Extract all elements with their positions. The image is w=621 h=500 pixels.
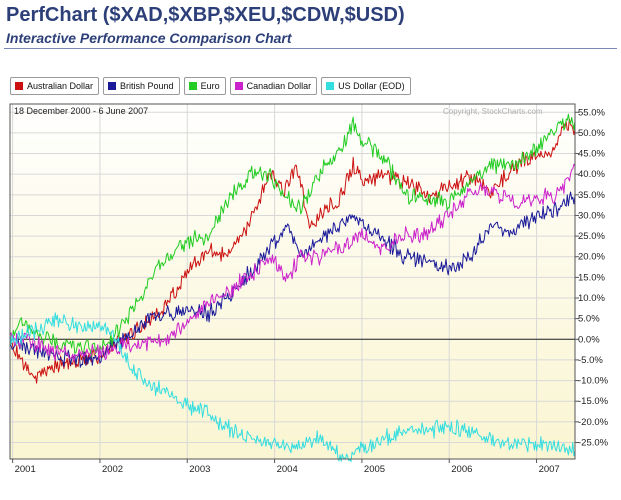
legend-label: Euro xyxy=(200,81,220,91)
performance-chart: 55.0% 50.0% 45.0% 40.0% 35.0% 30.0% 25.0% 20.0%… xyxy=(9,103,609,475)
y-tick-label: 10.0% xyxy=(578,293,605,304)
series-line-euro xyxy=(9,113,576,358)
legend-swatch xyxy=(15,82,23,90)
y-tick-label: -15.0% xyxy=(578,396,609,407)
y-tick-label: 30.0% xyxy=(578,210,605,221)
plot-area xyxy=(10,104,575,459)
legend-canadian-dollar[interactable]: Canadian Dollar xyxy=(229,77,318,95)
legend-euro[interactable]: Euro xyxy=(183,77,226,95)
series-line-canadian-dollar xyxy=(9,163,576,362)
y-tick-label: 25.0% xyxy=(578,231,605,242)
y-tick-label: 40.0% xyxy=(578,169,605,180)
x-tick-label: 2007 xyxy=(539,464,560,475)
y-tick-label: 20.0% xyxy=(578,252,605,263)
y-tick-label: -25.0% xyxy=(578,437,609,448)
legend-us-dollar[interactable]: US Dollar (EOD) xyxy=(321,77,411,95)
y-tick-label: 15.0% xyxy=(578,272,605,283)
chart-title: PerfChart ($XAD,$XBP,$XEU,$CDW,$USD) xyxy=(6,4,405,26)
y-tick-label: 55.0% xyxy=(578,107,605,118)
legend-label: Canadian Dollar xyxy=(246,81,312,91)
legend-british-pound[interactable]: British Pound xyxy=(103,77,180,95)
x-tick-label: 2002 xyxy=(102,464,123,475)
chart-subtitle: Interactive Performance Comparison Chart xyxy=(6,30,292,46)
legend-australian-dollar[interactable]: Australian Dollar xyxy=(10,77,100,95)
copyright-notice: Copyright, StockCharts.com xyxy=(443,107,543,116)
legend-swatch xyxy=(234,82,243,90)
legend-label: US Dollar (EOD) xyxy=(338,81,405,91)
x-tick-label: 2005 xyxy=(364,464,385,475)
y-tick-label: 50.0% xyxy=(578,128,605,139)
y-tick-label: -10.0% xyxy=(578,376,609,387)
y-tick-label: 45.0% xyxy=(578,149,605,160)
header-divider xyxy=(4,48,617,49)
plot-frame xyxy=(9,103,576,460)
legend-label: British Pound xyxy=(120,81,174,91)
axes: 55.0% 50.0% 45.0% 40.0% 35.0% 30.0% 25.0% 20.0%… xyxy=(9,103,609,475)
series-lines xyxy=(9,113,576,462)
y-tick-label: 35.0% xyxy=(578,190,605,201)
legend-swatch xyxy=(108,82,117,90)
x-tick-label: 2006 xyxy=(451,464,472,475)
x-tick-label: 2001 xyxy=(15,464,36,475)
y-tick-label: 5.0% xyxy=(578,314,600,325)
legend-swatch xyxy=(188,82,197,90)
plot-background xyxy=(10,104,575,459)
x-tick-label: 2004 xyxy=(277,464,298,475)
y-tick-label: 0.0% xyxy=(578,334,600,345)
y-tick-label: -5.0% xyxy=(578,355,603,366)
y-tick-label: -20.0% xyxy=(578,417,609,428)
grid-lines xyxy=(10,104,575,459)
series-line-us-dollar-eod xyxy=(9,312,576,462)
x-tick-label: 2003 xyxy=(189,464,210,475)
legend-label: Australian Dollar xyxy=(27,81,94,91)
series-legend: Australian Dollar British Pound Euro Can… xyxy=(10,77,411,95)
legend-swatch xyxy=(326,82,335,90)
date-range-label: 18 December 2000 - 6 June 2007 xyxy=(14,106,149,116)
